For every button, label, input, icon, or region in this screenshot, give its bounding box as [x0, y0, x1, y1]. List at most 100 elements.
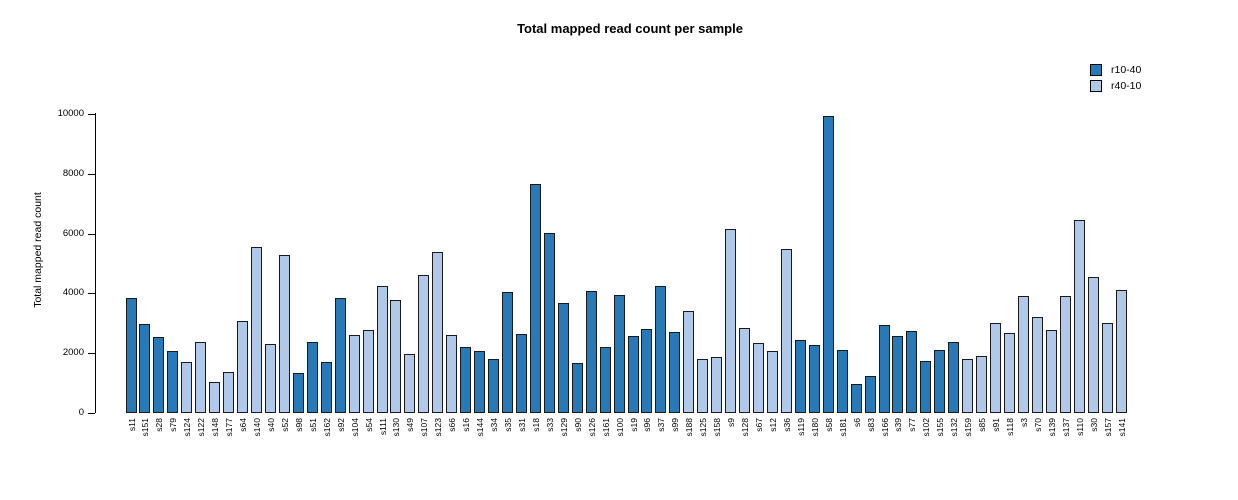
x-tick-label-s18: s18 [530, 418, 541, 432]
bar-s188 [683, 311, 694, 413]
y-tick-label: 10000 [57, 108, 84, 119]
y-tick-mark [88, 413, 95, 414]
y-tick-mark [88, 174, 95, 175]
bar-s31 [516, 334, 527, 413]
x-tick-label-s28: s28 [153, 418, 164, 432]
y-tick-mark [88, 353, 95, 354]
bar-s90 [572, 363, 583, 413]
x-tick-label-s35: s35 [502, 418, 513, 432]
bar-s66 [446, 335, 457, 413]
legend-item-r10-40: r10-40 [1090, 62, 1141, 78]
bar-s52 [279, 255, 290, 413]
bar-s34 [488, 359, 499, 413]
bar-s28 [153, 337, 164, 413]
x-tick-label-s52: s52 [279, 418, 290, 432]
legend-item-r40-10: r40-10 [1090, 78, 1141, 94]
bar-s9 [725, 229, 736, 413]
x-tick-label-s83: s83 [865, 418, 876, 432]
bar-s181 [837, 350, 848, 413]
x-tick-label-s54: s54 [363, 418, 374, 432]
bar-s130 [390, 300, 401, 413]
bar-s91 [990, 323, 1001, 413]
bar-s67 [753, 343, 764, 413]
bar-s122 [195, 342, 206, 413]
bar-s19 [628, 336, 639, 413]
bar-s177 [223, 372, 234, 413]
x-tick-label-s16: s16 [460, 418, 471, 432]
x-tick-label-s79: s79 [167, 418, 178, 432]
bar-s79 [167, 351, 178, 413]
bar-s3 [1018, 296, 1029, 413]
y-tick-mark [88, 234, 95, 235]
bar-s151 [139, 324, 150, 413]
x-tick-label-s159: s159 [962, 418, 973, 437]
bar-s70 [1032, 317, 1043, 413]
bar-s12 [767, 351, 778, 413]
bar-s64 [237, 321, 248, 413]
x-tick-label-s90: s90 [572, 418, 583, 432]
bar-s6 [851, 384, 862, 413]
x-tick-label-s12: s12 [767, 418, 778, 432]
x-tick-label-s162: s162 [321, 418, 332, 437]
bar-s139 [1046, 330, 1057, 413]
x-tick-label-s148: s148 [209, 418, 220, 437]
bar-s144 [474, 351, 485, 413]
bar-s100 [614, 295, 625, 413]
bar-s104 [349, 335, 360, 413]
x-tick-label-s102: s102 [920, 418, 931, 437]
x-tick-label-s128: s128 [739, 418, 750, 437]
x-tick-label-s125: s125 [697, 418, 708, 437]
bar-s141 [1116, 290, 1127, 413]
y-tick-mark [88, 293, 95, 294]
bar-s118 [1004, 333, 1015, 413]
x-tick-label-s64: s64 [237, 418, 248, 432]
bar-s159 [962, 359, 973, 413]
bar-s129 [558, 303, 569, 413]
bar-s107 [418, 275, 429, 413]
bar-s30 [1088, 277, 1099, 413]
bar-s158 [711, 357, 722, 413]
bar-s83 [865, 376, 876, 413]
x-tick-label-s51: s51 [307, 418, 318, 432]
y-tick-mark [88, 114, 95, 115]
x-tick-label-s144: s144 [474, 418, 485, 437]
bar-s161 [600, 347, 611, 413]
x-tick-label-s158: s158 [711, 418, 722, 437]
x-tick-label-s166: s166 [879, 418, 890, 437]
y-tick-label: 4000 [62, 287, 84, 298]
x-tick-label-s9: s9 [725, 418, 736, 427]
y-tick-label: 6000 [62, 228, 84, 239]
x-tick-label-s111: s111 [377, 418, 388, 436]
bar-s11 [126, 298, 137, 413]
x-tick-label-s49: s49 [404, 418, 415, 432]
x-tick-label-s91: s91 [990, 418, 1001, 432]
bar-s51 [307, 342, 318, 413]
x-tick-label-s151: s151 [139, 418, 150, 437]
bar-s85 [976, 356, 987, 413]
x-tick-label-s157: s157 [1102, 418, 1113, 437]
bar-s180 [809, 345, 820, 413]
x-tick-label-s181: s181 [837, 418, 848, 437]
x-tick-label-s34: s34 [488, 418, 499, 432]
x-tick-label-s129: s129 [558, 418, 569, 437]
bar-s140 [251, 247, 262, 413]
x-tick-label-s132: s132 [948, 418, 959, 437]
bar-s102 [920, 361, 931, 413]
x-tick-label-s110: s110 [1074, 418, 1085, 436]
bar-s119 [795, 340, 806, 413]
legend-label-r10-40: r10-40 [1111, 63, 1142, 76]
bar-s110 [1074, 220, 1085, 413]
legend-swatch-r10-40 [1090, 64, 1102, 76]
x-tick-label-s100: s100 [614, 418, 625, 437]
x-tick-label-s30: s30 [1088, 418, 1099, 432]
x-tick-label-s11: s11 [126, 418, 137, 432]
x-tick-label-s124: s124 [181, 418, 192, 437]
x-tick-label-s98: s98 [293, 418, 304, 432]
bar-s155 [934, 350, 945, 413]
x-tick-label-s3: s3 [1018, 418, 1029, 427]
bar-s35 [502, 292, 513, 413]
y-tick-label: 2000 [62, 347, 84, 358]
x-tick-label-s140: s140 [251, 418, 262, 437]
bar-s125 [697, 359, 708, 413]
